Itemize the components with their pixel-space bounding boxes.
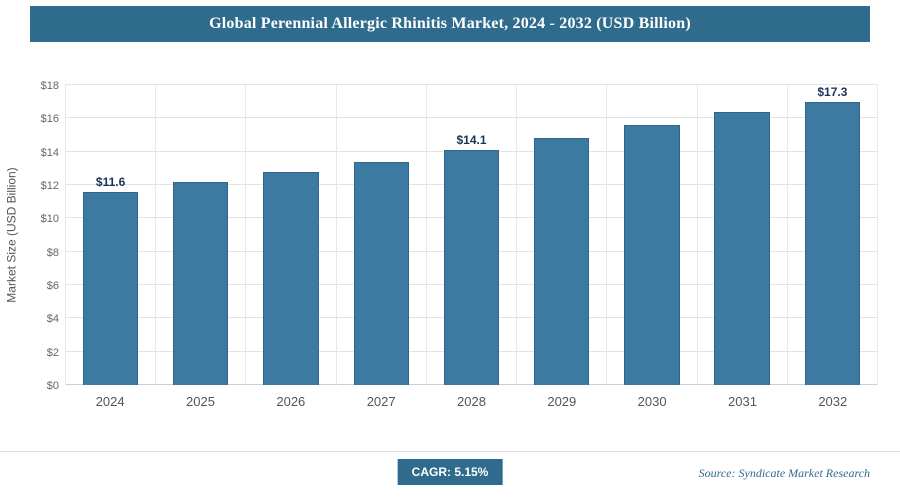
y-tick-label: $8: [46, 246, 59, 259]
x-tick-label: 2024: [95, 394, 125, 409]
gridline: [65, 117, 878, 119]
x-tick-label: 2029: [547, 394, 577, 409]
bar-2031: [714, 111, 770, 385]
bars-container: $11.6 $14.1 $17.3: [65, 85, 878, 385]
bar-column: [517, 85, 608, 385]
x-tick-label: 2032: [818, 394, 848, 409]
x-tick-label: 2026: [276, 394, 306, 409]
chart-footer: CAGR: 5.15% Source: Syndicate Market Res…: [0, 451, 900, 500]
y-tick-label: $0: [46, 380, 59, 392]
x-axis-labels: 2024 2025 2026 2027 2028 2029 2030 2031 2032: [65, 394, 878, 409]
bar-value-label: $17.3: [817, 85, 848, 99]
bar-2029: [534, 138, 590, 385]
bar-column: [337, 85, 427, 385]
y-axis-title: Market Size (USD Billion): [5, 167, 19, 303]
y-tick-label: $6: [46, 280, 59, 293]
y-tick-label: $18: [40, 80, 59, 92]
bar-column: [246, 85, 337, 385]
chart-title-banner: Global Perennial Allergic Rhinitis Marke…: [30, 6, 870, 42]
x-tick-label: 2027: [366, 394, 396, 409]
y-tick-label: $2: [46, 346, 59, 359]
y-tick-label: $10: [40, 213, 59, 226]
plot-area: $11.6 $14.1 $17.3 2024 2025 2026 2027 2028 2029…: [41, 80, 878, 409]
bar-2030: [624, 125, 680, 385]
y-tick-label: $16: [40, 113, 59, 126]
bar-2028: [443, 150, 500, 385]
y-tick-label: $4: [46, 313, 59, 326]
bar-2027: [353, 161, 409, 385]
bar-value-label: $11.6: [95, 174, 126, 189]
bar-column: $17.3: [788, 85, 878, 385]
gridline: [65, 84, 878, 85]
bar-2032: [804, 102, 861, 385]
source-text: Source: Syndicate Market Research: [698, 466, 870, 480]
x-tick-label: 2028: [457, 394, 486, 409]
bar-2024: [82, 191, 139, 385]
bar-column: [698, 85, 788, 385]
bar-2025: [173, 181, 229, 385]
y-tick-label: $14: [40, 146, 59, 159]
bar-column: $14.1: [427, 85, 518, 385]
bar-column: $11.6: [66, 85, 157, 385]
x-tick-label: 2025: [186, 394, 215, 409]
bar-value-label: $14.1: [456, 133, 487, 147]
bar-column: [156, 85, 247, 385]
bar-column: [607, 85, 698, 385]
x-tick-label: 2030: [637, 394, 667, 409]
x-tick-label: 2031: [728, 394, 757, 409]
y-tick-label: $12: [40, 180, 59, 193]
cagr-badge: CAGR: 5.15%: [397, 459, 503, 485]
chart-title: Global Perennial Allergic Rhinitis Marke…: [209, 15, 691, 32]
bar-2026: [263, 171, 319, 385]
